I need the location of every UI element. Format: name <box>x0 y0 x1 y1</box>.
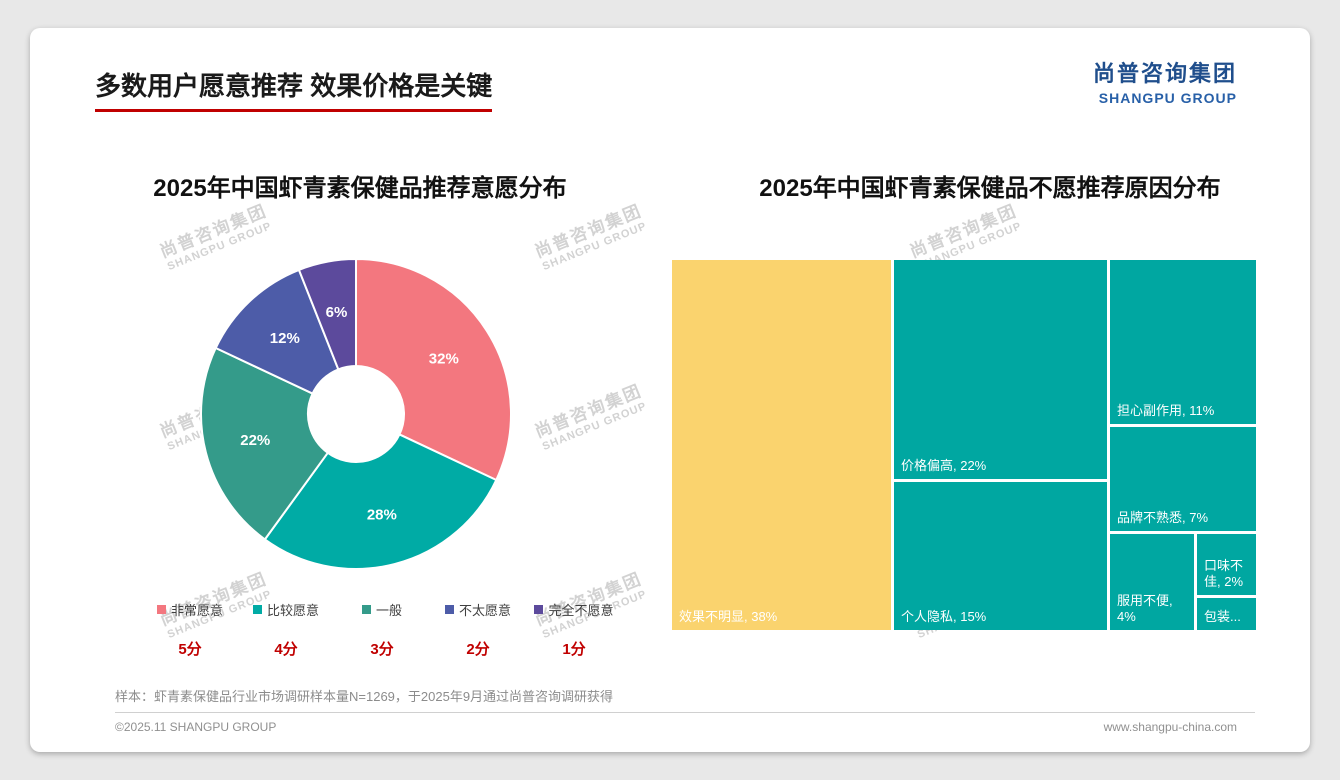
legend-item: 不太愿意 <box>430 600 526 619</box>
legend-label: 完全不愿意 <box>548 603 614 618</box>
legend-swatch <box>534 605 544 614</box>
watermark-cn: 尚普咨询集团 <box>532 381 645 442</box>
donut-value-label: 32% <box>429 350 459 367</box>
donut-legend: 非常愿意 比较愿意 一般 不太愿意 完全不愿意 <box>142 600 622 619</box>
donut-slice-4 <box>214 268 340 395</box>
logo-text-en: SHANGPU GROUP <box>1098 90 1237 106</box>
legend-item: 完全不愿意 <box>526 600 622 619</box>
watermark-en: SHANGPU GROUP <box>540 400 649 454</box>
legend-swatch <box>361 605 371 614</box>
footer-divider <box>115 712 1255 713</box>
treemap-cell-brand-unfamiliar: 品牌不熟悉, 7% <box>1110 427 1256 531</box>
score-label: 2分 <box>466 641 490 658</box>
slide-card: 尚普咨询集团 SHANGPU GROUP 尚普咨询集团 SHANGPU GROU… <box>30 28 1310 752</box>
footer-website: www.shangpu-china.com <box>1103 720 1237 734</box>
score-label: 3分 <box>370 641 394 658</box>
treemap-chart: 效果不明显, 38% 价格偏高, 22% 个人隐私, 15% 担心副作用, 11… <box>672 260 1256 630</box>
treemap-cell-privacy: 个人隐私, 15% <box>894 482 1107 630</box>
watermark: 尚普咨询集团 SHANGPU GROUP <box>530 196 650 273</box>
legend-swatch <box>444 605 454 614</box>
legend-label: 非常愿意 <box>170 603 223 618</box>
donut-value-label: 12% <box>270 330 300 347</box>
treemap-cell-inconvenient: 服用不便, 4% <box>1110 534 1194 630</box>
footer-copyright: ©2025.11 SHANGPU GROUP <box>115 720 277 734</box>
donut-chart: 32% 28% 22% 12% 6% <box>200 258 512 570</box>
donut-slice-1 <box>355 258 512 481</box>
legend-swatch <box>156 605 166 614</box>
legend-label: 比较愿意 <box>266 603 319 618</box>
donut-value-label: 6% <box>326 304 348 321</box>
score-row: 5分 4分 3分 2分 1分 <box>142 638 622 659</box>
legend-label: 一般 <box>375 603 402 618</box>
watermark-en: SHANGPU GROUP <box>540 220 649 274</box>
logo-text-cn: 尚普咨询集团 <box>1092 61 1237 86</box>
sample-footnote: 样本：虾青素保健品行业市场调研样本量N=1269，于2025年9月通过尚普咨询调… <box>115 689 614 704</box>
treemap-cell-effect-unclear: 效果不明显, 38% <box>672 260 891 630</box>
footer: ©2025.11 SHANGPU GROUP www.shangpu-china… <box>115 720 1237 734</box>
donut-value-label: 28% <box>367 507 397 524</box>
treemap-cell-packaging: 包装... <box>1197 598 1256 630</box>
watermark: 尚普咨询集团 SHANGPU GROUP <box>530 376 650 453</box>
legend-item: 比较愿意 <box>238 600 334 619</box>
donut-chart-title: 2025年中国虾青素保健品推荐意愿分布 <box>153 175 567 202</box>
watermark-cn: 尚普咨询集团 <box>907 201 1020 262</box>
treemap-cell-bad-taste: 口味不佳, 2% <box>1197 534 1256 595</box>
legend-label: 不太愿意 <box>458 603 511 618</box>
donut-slice-3 <box>200 347 329 541</box>
watermark-cn: 尚普咨询集团 <box>532 569 645 630</box>
company-logo: 尚普咨询集团 SHANGPU GROUP <box>1093 56 1237 106</box>
donut-slice-2 <box>263 433 498 570</box>
page-title: 多数用户愿意推荐 效果价格是关键 <box>95 72 493 112</box>
treemap-chart-title: 2025年中国虾青素保健品不愿推荐原因分布 <box>759 175 1221 202</box>
legend-swatch <box>252 605 262 614</box>
treemap-cell-side-effects: 担心副作用, 11% <box>1110 260 1256 424</box>
score-label: 5分 <box>178 641 202 658</box>
score-label: 1分 <box>562 641 586 658</box>
donut-slice-5 <box>297 258 357 371</box>
score-label: 4分 <box>274 641 298 658</box>
treemap-cell-price-high: 价格偏高, 22% <box>894 260 1107 479</box>
watermark-cn: 尚普咨询集团 <box>532 201 645 262</box>
legend-item: 非常愿意 <box>142 600 238 619</box>
legend-item: 一般 <box>334 600 430 619</box>
donut-value-label: 22% <box>240 432 270 449</box>
